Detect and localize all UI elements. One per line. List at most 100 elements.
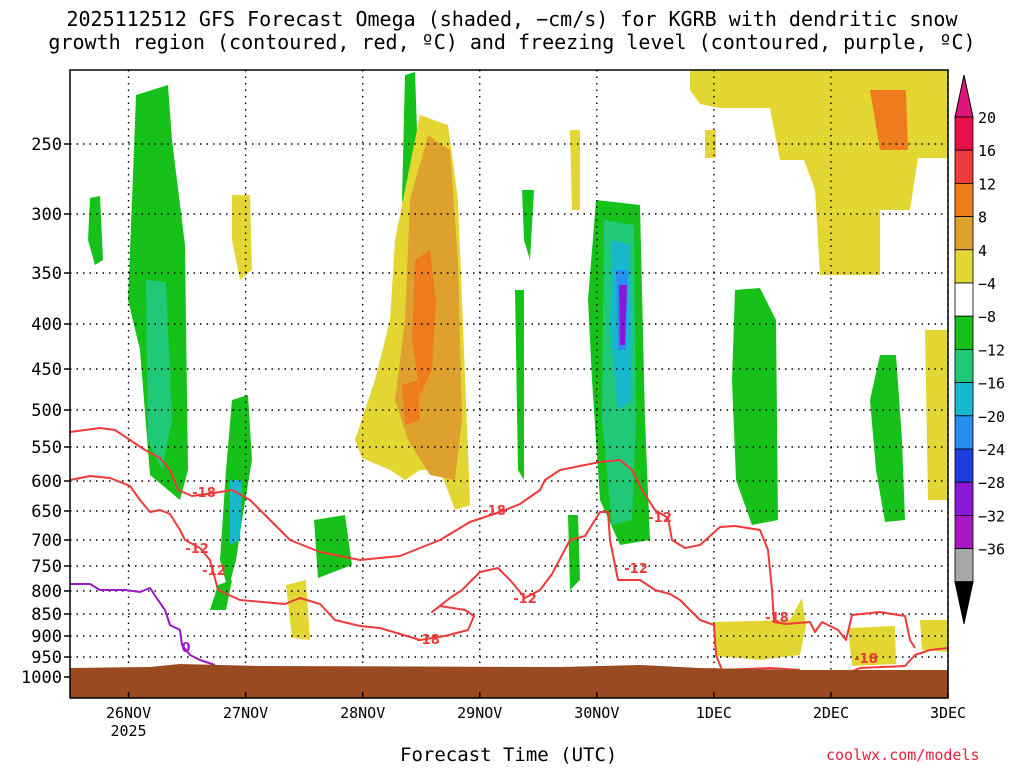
contour-label: -18 [765,611,789,626]
omega-shading [88,70,948,666]
omega-shade-region [619,285,627,345]
y-tick-label: 300 [31,205,62,225]
colorbar-label: −4 [978,275,996,293]
colorbar-swatch [954,548,974,583]
y-tick-label: 950 [31,648,62,668]
omega-shade-region [690,70,948,275]
colorbar-label: −12 [978,341,1005,359]
contour-label: -12 [185,542,209,557]
colorbar-label: −32 [978,507,1005,525]
omega-shade-region [732,288,778,525]
omega-shade-region [210,580,232,610]
colorbar-label: 4 [978,242,987,260]
omega-shade-region [705,130,716,158]
contour-line [70,427,916,649]
colorbar-label: −16 [978,375,1005,393]
colorbar-label: −24 [978,441,1005,459]
omega-shade-region [88,196,103,265]
y-tick-label: 1000 [21,668,62,688]
colorbar-label: −36 [978,541,1005,559]
omega-shade-region [714,598,806,660]
ground-band [70,664,948,698]
omega-shade-region [870,355,905,522]
colorbar-label: 20 [978,109,996,127]
contour-label: -12 [202,564,226,579]
omega-shade-region [412,250,436,395]
omega-shade-region [402,380,420,425]
x-tick-label: 27NOV [223,704,268,722]
omega-shade-region [314,515,352,578]
omega-shade-region [230,480,242,545]
colorbar-swatch [954,315,974,350]
colorbar-swatch [954,149,974,184]
credit-link[interactable]: coolwx.com/models [826,746,980,764]
contour-labels: -18 -12 -18 -12 -12 -12 -18 -12 -18 -18 0 [181,486,878,667]
colorbar-label: 16 [978,142,996,160]
contour-label: -12 [624,562,648,577]
y-tick-label: 450 [31,360,62,380]
omega-shade-region [286,580,310,640]
colorbar-swatch [954,348,974,383]
colorbar-swatch [954,481,974,516]
terrain-ground [70,664,948,698]
y-tick-label: 650 [31,502,62,522]
colorbar-top-triangle [954,74,974,118]
colorbar-swatch [954,216,974,251]
colorbar: 20 16 12 8 4 −4 −8 −12 −16 −20 −24 −28 −32 −36 [954,74,1005,624]
title-line-1: 2025112512 GFS Forecast Omega (shaded, −… [66,7,958,31]
contour-label: -18 [192,486,216,501]
chart-title: 2025112512 GFS Forecast Omega (shaded, −… [0,8,1024,54]
contour-line [70,475,801,671]
contour-label: -18 [482,504,506,519]
colorbar-label: −8 [978,308,996,326]
colorbar-label: 12 [978,175,996,193]
y-tick-label: 600 [31,472,62,492]
colorbar-swatch [954,448,974,483]
colorbar-swatch [954,382,974,417]
colorbar-swatch [954,182,974,217]
y-tick-label: 850 [31,605,62,625]
x-tick-label: 28NOV [340,704,385,722]
plot-frame [69,69,949,699]
x-tick-label: 1DEC [696,704,732,722]
y-tick-label: 900 [31,627,62,647]
colorbar-swatch [954,249,974,284]
contour-label: -18 [416,633,440,648]
omega-shade-region [232,195,252,280]
contour-label: -12 [648,511,672,526]
omega-shade-region [570,130,580,210]
colorbar-label: −20 [978,408,1005,426]
omega-shade-region [515,290,524,480]
omega-shade-region [146,280,172,470]
omega-shade-region [920,620,948,652]
colorbar-swatch [954,515,974,550]
contour-label: -12 [513,592,537,607]
x-tick-label: 30NOV [574,704,619,722]
y-tick-label: 550 [31,438,62,458]
title-line-2: growth region (contoured, red, ºC) and f… [48,30,976,54]
y-tick-label: 250 [31,135,62,155]
x-axis-title: Forecast Time (UTC) [400,744,618,766]
colorbar-swatch [954,415,974,450]
omega-shade-region [870,90,908,150]
y-tick-label: 350 [31,264,62,284]
colorbar-swatch [954,116,974,151]
y-tick-label: 700 [31,531,62,551]
y-tick-label: 800 [31,582,62,602]
colorbar-bottom-triangle [954,581,974,624]
y-tick-label: 750 [31,557,62,577]
contour-label: -18 [854,652,878,667]
colorbar-label: 8 [978,209,987,227]
omega-shade-region [522,190,534,260]
omega-shade-region [925,330,948,500]
y-tick-label: 400 [31,315,62,335]
contour-label: 0 [181,641,190,656]
x-tick-label: 26NOV [106,704,151,722]
x-tick-sublabel: 2025 [110,722,146,740]
x-tick-label: 2DEC [813,704,849,722]
y-tick-label: 500 [31,401,62,421]
omega-shade-region [568,515,580,590]
contour-line [70,583,216,666]
